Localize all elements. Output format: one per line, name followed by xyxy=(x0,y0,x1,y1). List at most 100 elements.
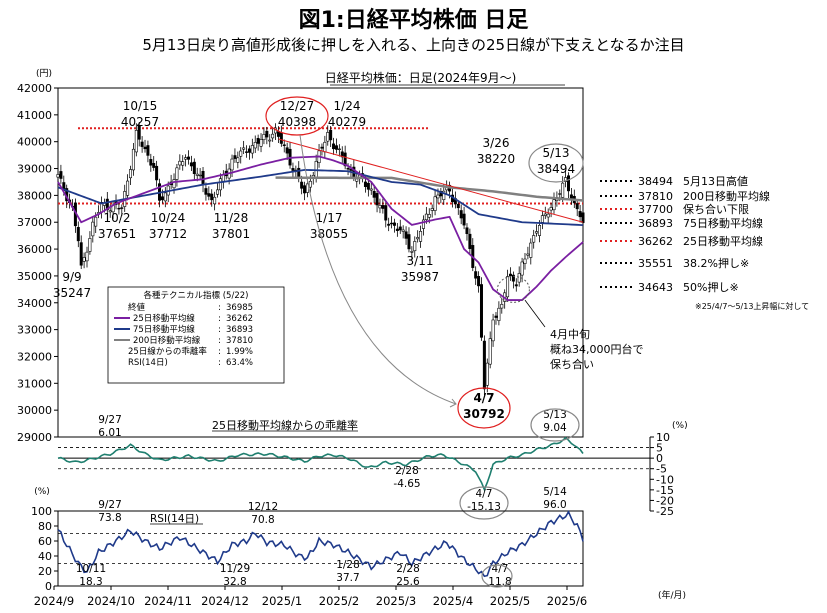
candle-body xyxy=(363,181,367,187)
candle-body xyxy=(192,161,196,175)
level-label: 50%押し※ xyxy=(683,280,739,294)
candle-body xyxy=(384,205,388,221)
legend-colon: : xyxy=(218,314,221,324)
legend-value: 36893 xyxy=(226,325,253,335)
downtrend-line xyxy=(278,138,584,223)
legend-label: 25日移動平均線 xyxy=(133,313,195,324)
candle-body xyxy=(175,167,179,180)
deviation-y-unit: (%) xyxy=(672,421,688,431)
legend-colon: : xyxy=(218,303,221,313)
candle-body xyxy=(94,216,98,227)
candle-body xyxy=(407,234,411,250)
main-annotation-date: 3/26 xyxy=(483,136,510,150)
candle-body xyxy=(143,146,147,150)
deviation-y-tick-label: 0 xyxy=(656,452,663,465)
rsi-annotation-value: 70.8 xyxy=(251,514,274,526)
candle-body xyxy=(378,205,382,209)
main-annotation-value: 35987 xyxy=(401,270,439,284)
candle-body xyxy=(323,141,327,153)
main-annotation-value: 37801 xyxy=(212,227,250,241)
main-y-tick-label: 32000 xyxy=(17,350,52,363)
rsi-annotation-date: 11/29 xyxy=(220,563,250,575)
candle-body xyxy=(134,130,138,153)
candle-body xyxy=(146,145,150,156)
main-annotation-date: 12/27 xyxy=(280,99,315,113)
rsi-annotation-date: 5/14 xyxy=(543,486,567,498)
candle-body xyxy=(517,273,521,283)
main-annotation-date: 9/9 xyxy=(62,270,81,284)
candle-body xyxy=(85,251,89,262)
legend-label: 終値 xyxy=(128,302,146,313)
legend-value: 1.99% xyxy=(226,347,253,357)
ma25-line xyxy=(57,155,584,301)
candle-body xyxy=(207,193,211,197)
candle-body xyxy=(491,319,495,342)
main-y-tick-label: 30000 xyxy=(17,404,52,417)
candle-body xyxy=(372,191,376,198)
deviation-y-tick-label: -5 xyxy=(656,463,667,476)
candle-body xyxy=(561,182,565,198)
x-tick-label: 2025/6 xyxy=(547,594,587,608)
candle-body xyxy=(334,145,338,150)
level-label: 38.2%押し※ xyxy=(683,256,749,270)
candle-body xyxy=(416,237,420,240)
legend-colon: : xyxy=(218,325,221,335)
deviation-y-tick-label: -15 xyxy=(656,484,674,497)
candle-body xyxy=(479,284,483,338)
candle-body xyxy=(204,188,208,195)
deviation-line xyxy=(57,436,584,492)
rsi-y-unit: (%) xyxy=(34,487,50,497)
candle-body xyxy=(79,242,83,266)
candle-body xyxy=(375,193,379,206)
candle-body xyxy=(514,284,518,287)
deviation-y-tick-label: -25 xyxy=(656,505,674,518)
candle-body xyxy=(465,227,469,234)
candle-body xyxy=(259,139,263,147)
candle-body xyxy=(242,147,246,150)
candle-body xyxy=(523,258,527,264)
x-tick-label: 2025/4 xyxy=(433,594,473,608)
candle-body xyxy=(82,257,86,262)
candle-body xyxy=(291,168,295,171)
main-annotation-value: 30792 xyxy=(463,407,505,421)
candle-body xyxy=(88,238,92,252)
candle-body xyxy=(187,156,191,160)
candle-body xyxy=(546,213,550,218)
candle-body xyxy=(303,185,307,194)
candle-body xyxy=(424,213,428,220)
candle-body xyxy=(216,189,220,195)
candle-body xyxy=(137,125,141,140)
candle-body xyxy=(398,226,402,231)
candle-body xyxy=(395,228,399,231)
level-footnote: ※25/4/7～5/13上昇幅に対して xyxy=(695,301,809,311)
deviation-y-tick-label: 5 xyxy=(656,442,663,455)
deviation-y-tick-label: -20 xyxy=(656,494,674,507)
candle-body xyxy=(152,162,156,168)
rsi-y-tick-label: 100 xyxy=(31,505,52,518)
candle-body xyxy=(117,207,121,210)
main-annotation-date: 10/15 xyxy=(123,99,158,113)
deviation-title: 25日移動平均線からの乖離率 xyxy=(212,418,358,432)
candle-body xyxy=(477,276,481,287)
deviation-annotation-date: 4/7 xyxy=(476,488,493,500)
candle-body xyxy=(419,231,423,242)
candle-body xyxy=(355,178,359,182)
x-axis-unit: (年/月) xyxy=(658,589,686,601)
candle-body xyxy=(581,212,585,223)
legend-label: RSI(14日) xyxy=(128,358,168,368)
rsi-annotation-date: 10/11 xyxy=(76,563,106,575)
legend-label: 75日移動平均線 xyxy=(133,324,195,335)
candle-body xyxy=(500,304,504,309)
candle-body xyxy=(268,139,272,142)
level-label: 75日移動平均線 xyxy=(683,216,763,230)
candle-body xyxy=(401,229,405,232)
candle-body xyxy=(410,251,414,253)
candle-body xyxy=(421,219,425,229)
arrow-1227-to-0407 xyxy=(299,134,457,405)
candle-body xyxy=(532,235,536,243)
candle-body xyxy=(497,307,501,321)
candle-body xyxy=(468,233,472,249)
main-y-tick-label: 35000 xyxy=(17,270,52,283)
candle-body xyxy=(250,145,254,154)
main-chart-title: 日経平均株価：日足(2024年9月～) xyxy=(325,70,517,85)
